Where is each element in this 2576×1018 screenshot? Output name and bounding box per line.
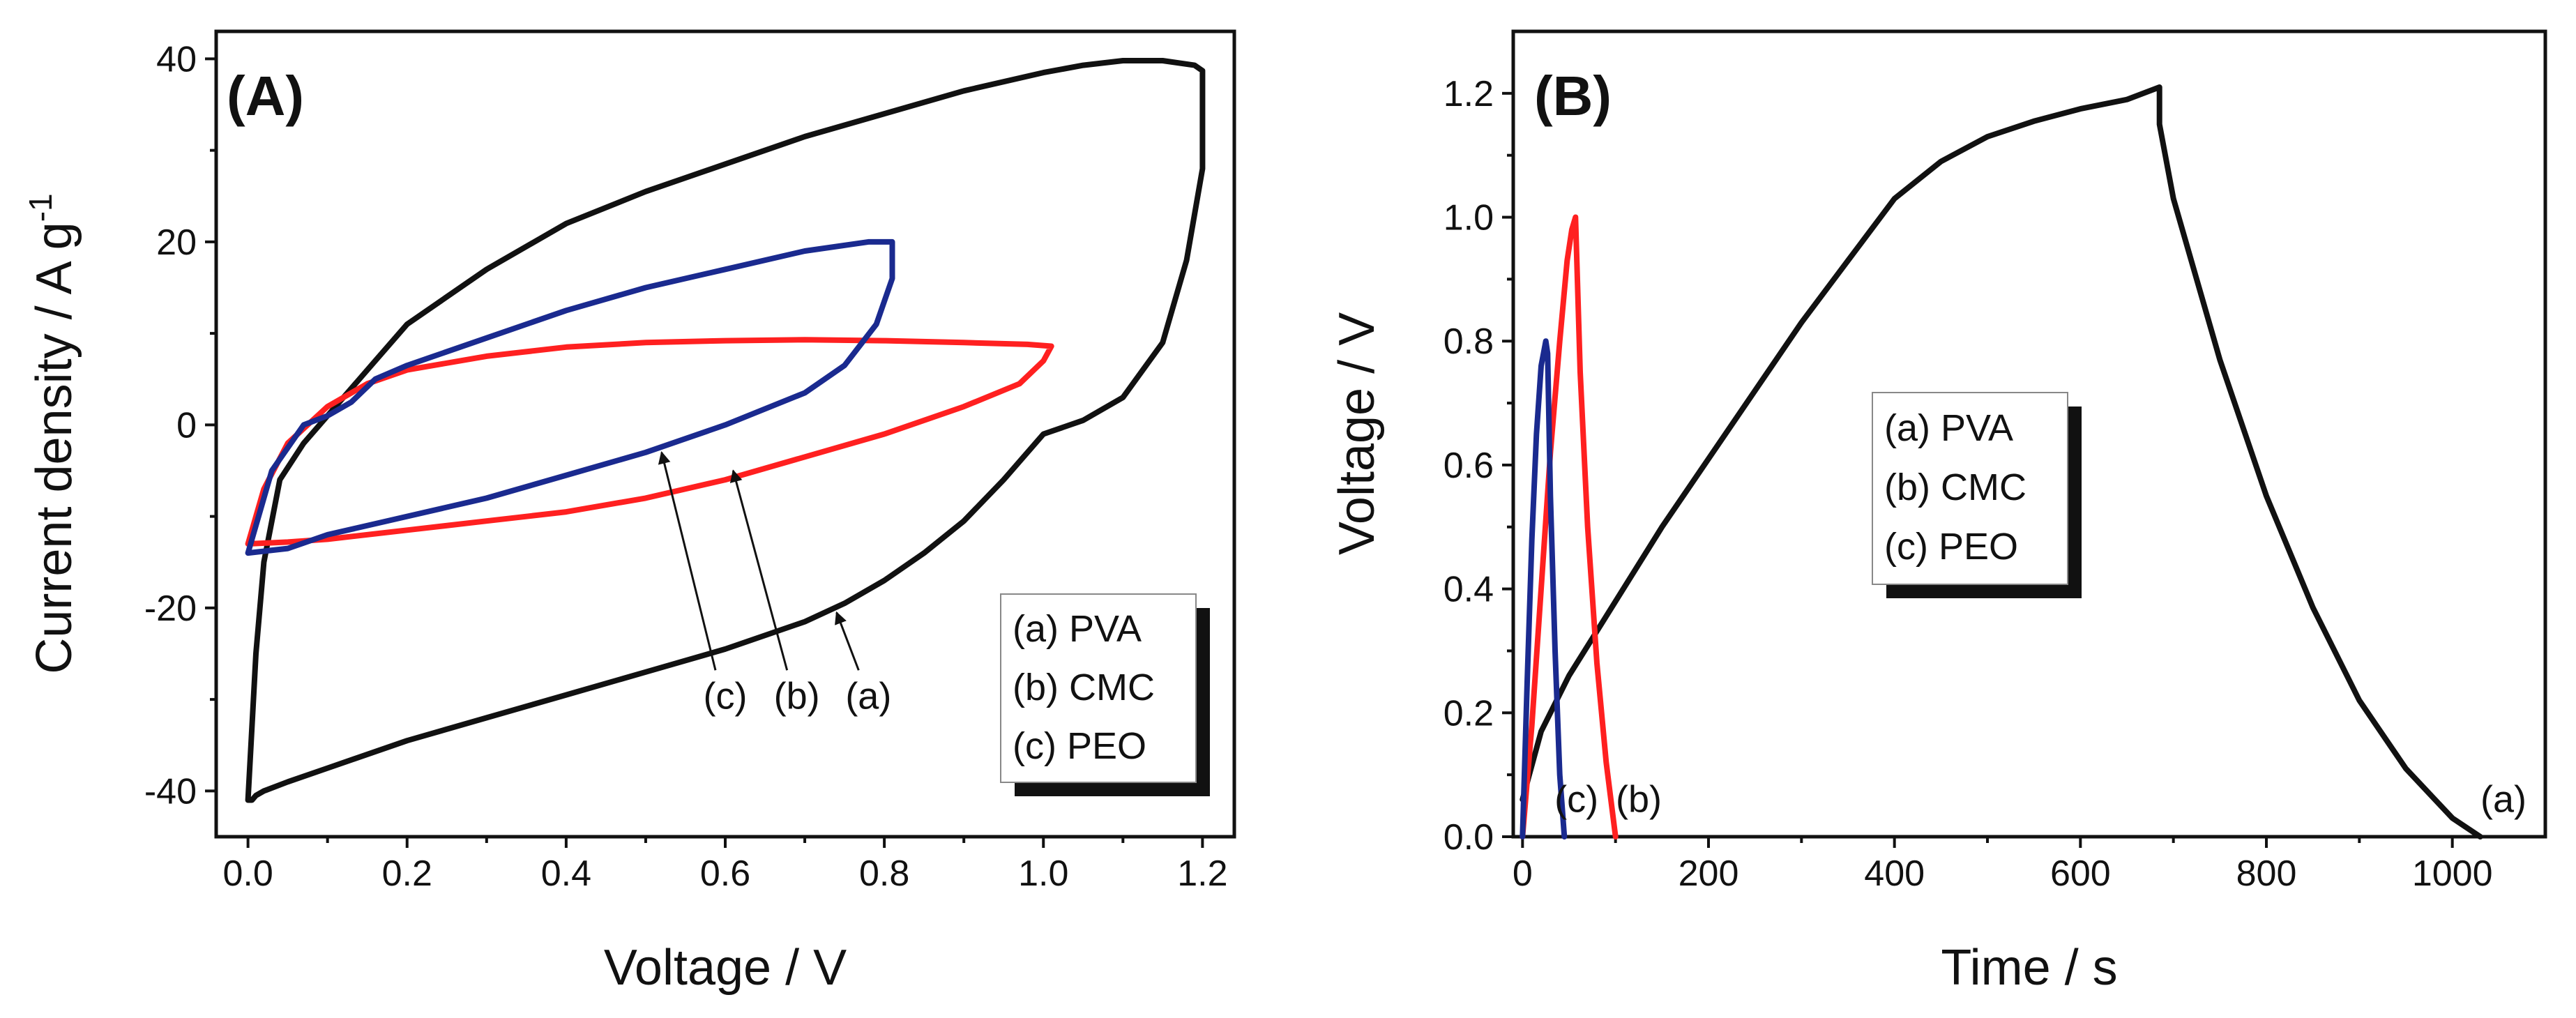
panel-b-ytick-label: 0.6 bbox=[1444, 446, 1494, 486]
panel-b-legend-pva: (a) PVA bbox=[1884, 407, 2013, 449]
panel-a-xtick-label: 0.4 bbox=[541, 853, 591, 894]
panel-b-curve-label: (c) bbox=[1554, 778, 1598, 820]
panel-a-curve-label: (b) bbox=[774, 675, 820, 717]
panel-a-xtick-label: 0.8 bbox=[859, 853, 909, 894]
panel-a-ytick-label: 40 bbox=[156, 39, 197, 79]
panel-a-xtick-label: 0.6 bbox=[700, 853, 750, 894]
panel-b-xtick-label: 800 bbox=[2236, 853, 2297, 894]
panel-b: (B) 0 200 400 600 800 1000 0.0 0.2 0.4 0.6 0.8 1.0 1… bbox=[1329, 29, 2547, 996]
panel-a-xtick-label: 0.0 bbox=[222, 853, 273, 894]
panel-a-annotation-arrow bbox=[835, 611, 860, 671]
panel-a-ytick-label: -40 bbox=[144, 771, 197, 812]
panel-b-legend-box bbox=[1872, 392, 2068, 585]
panel-b-frame bbox=[1511, 29, 2547, 839]
panel-a-xtick-label: 1.2 bbox=[1177, 853, 1227, 894]
panel-b-legend: (a) PVA (b) CMC (c) PEO bbox=[1872, 392, 2082, 598]
panel-b-legend-peo: (c) PEO bbox=[1884, 526, 2018, 568]
panel-b-curve-cmc bbox=[1520, 214, 1619, 840]
panel-a-ticks: 0.0 0.2 0.4 0.6 0.8 1.0 1.2 -40 -20 0 20 40 bbox=[144, 39, 1228, 894]
panel-a-annotation-arrow bbox=[658, 451, 717, 671]
panel-b-curve-label: (a) bbox=[2480, 778, 2526, 820]
panel-b-annotations: (a) (b) (c) bbox=[1554, 778, 2526, 820]
panel-b-ytick-label: 0.8 bbox=[1444, 321, 1494, 362]
panel-b-ytick-label: 0.4 bbox=[1444, 570, 1494, 610]
panel-a: (A) 0.0 0.2 0.4 0.6 0.8 1.0 1.2 -40 -20 0 20 40 (a)… bbox=[22, 29, 1236, 996]
panel-a-ylabel-sup: -1 bbox=[22, 193, 59, 222]
panel-a-label: (A) bbox=[227, 65, 304, 127]
panel-b-xtick-label: 200 bbox=[1679, 853, 1739, 894]
panel-b-curves bbox=[1520, 84, 2483, 840]
panel-a-legend-box bbox=[1000, 593, 1197, 783]
panel-b-xlabel: Time / s bbox=[1941, 940, 2117, 996]
panel-a-annotations: (a) (b) (c) bbox=[658, 451, 891, 717]
panel-b-xtick-label: 0 bbox=[1513, 853, 1533, 894]
panel-a-ytick-label: 0 bbox=[176, 405, 197, 446]
panel-a-xtick-label: 0.2 bbox=[382, 853, 432, 894]
panel-b-xtick-label: 600 bbox=[2050, 853, 2111, 894]
panel-b-xtick-label: 1000 bbox=[2412, 853, 2493, 894]
panel-a-annotation-arrow bbox=[729, 469, 789, 671]
panel-a-xlabel: Voltage / V bbox=[604, 940, 847, 996]
panel-b-curve-pva bbox=[1520, 84, 2483, 840]
panel-b-ytick-label: 1.2 bbox=[1444, 74, 1494, 114]
panel-b-ticks: 0 200 400 600 800 1000 0.0 0.2 0.4 0.6 0.8 1.0 1.2 bbox=[1444, 74, 2493, 894]
panel-a-curve-peo bbox=[245, 238, 895, 556]
panel-b-curve-peo bbox=[1520, 338, 1568, 840]
panel-a-legend-pva: (a) PVA bbox=[1013, 608, 1142, 650]
panel-a-ylabel: Current density / A g-1 bbox=[22, 193, 82, 674]
panel-a-curve-label: (c) bbox=[704, 675, 748, 717]
panel-b-ytick-label: 0.2 bbox=[1444, 693, 1494, 734]
panel-b-xtick-label: 400 bbox=[1864, 853, 1925, 894]
panel-a-curve-pva bbox=[245, 58, 1206, 803]
panel-b-label: (B) bbox=[1534, 65, 1612, 127]
panel-b-ytick-label: 0.0 bbox=[1444, 817, 1494, 858]
panel-b-ylabel: Voltage / V bbox=[1329, 312, 1385, 555]
panel-a-legend-cmc: (b) CMC bbox=[1013, 667, 1155, 708]
panel-a-ytick-label: 20 bbox=[156, 222, 197, 263]
panel-a-curves bbox=[245, 58, 1206, 803]
panel-b-curve-label: (b) bbox=[1616, 778, 1662, 820]
panel-b-legend-cmc: (b) CMC bbox=[1884, 466, 2026, 508]
panel-a-ytick-label: -20 bbox=[144, 588, 197, 629]
panel-a-legend: (a) PVA (b) CMC (c) PEO bbox=[1000, 593, 1210, 796]
panel-a-legend-peo: (c) PEO bbox=[1013, 725, 1146, 767]
panel-b-ytick-label: 1.0 bbox=[1444, 198, 1494, 238]
panel-a-ylabel-text: Current density / A g bbox=[26, 222, 82, 674]
panel-a-curve-label: (a) bbox=[845, 675, 891, 717]
panel-a-xtick-label: 1.0 bbox=[1018, 853, 1068, 894]
